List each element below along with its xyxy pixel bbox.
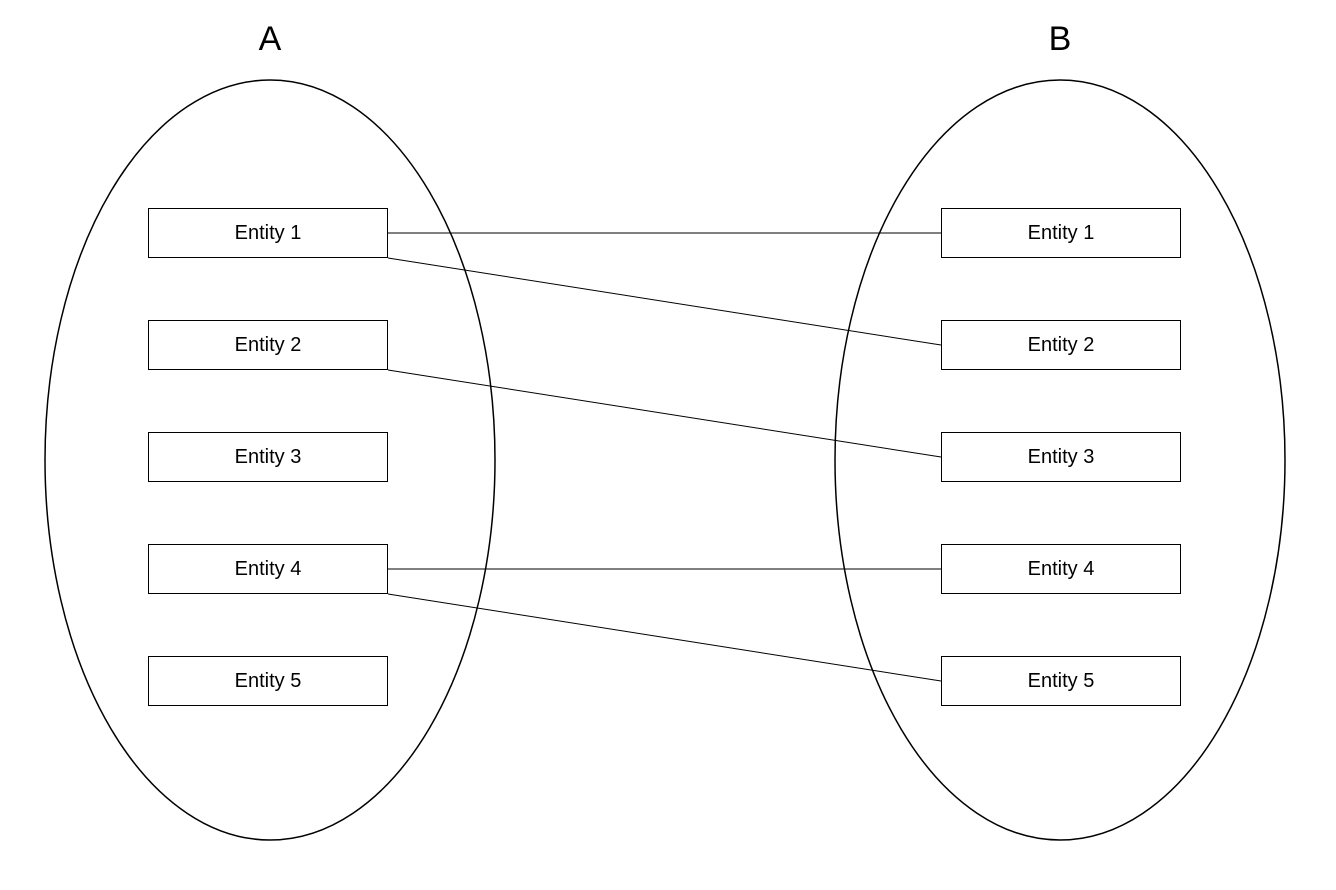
set-label-a: A: [259, 20, 282, 59]
entity-box-a-1: Entity 1: [148, 208, 388, 258]
edge-a4-b5: [388, 594, 941, 681]
entity-box-a-2: Entity 2: [148, 320, 388, 370]
entity-box-b-4: Entity 4: [941, 544, 1181, 594]
entity-box-a-4: Entity 4: [148, 544, 388, 594]
entity-box-a-3: Entity 3: [148, 432, 388, 482]
entity-box-b-3: Entity 3: [941, 432, 1181, 482]
edge-a2-b3: [388, 370, 941, 457]
edge-a1-b2: [388, 258, 941, 345]
set-label-b: B: [1049, 20, 1072, 59]
entity-box-a-5: Entity 5: [148, 656, 388, 706]
entity-box-b-2: Entity 2: [941, 320, 1181, 370]
entity-box-b-5: Entity 5: [941, 656, 1181, 706]
entity-box-b-1: Entity 1: [941, 208, 1181, 258]
